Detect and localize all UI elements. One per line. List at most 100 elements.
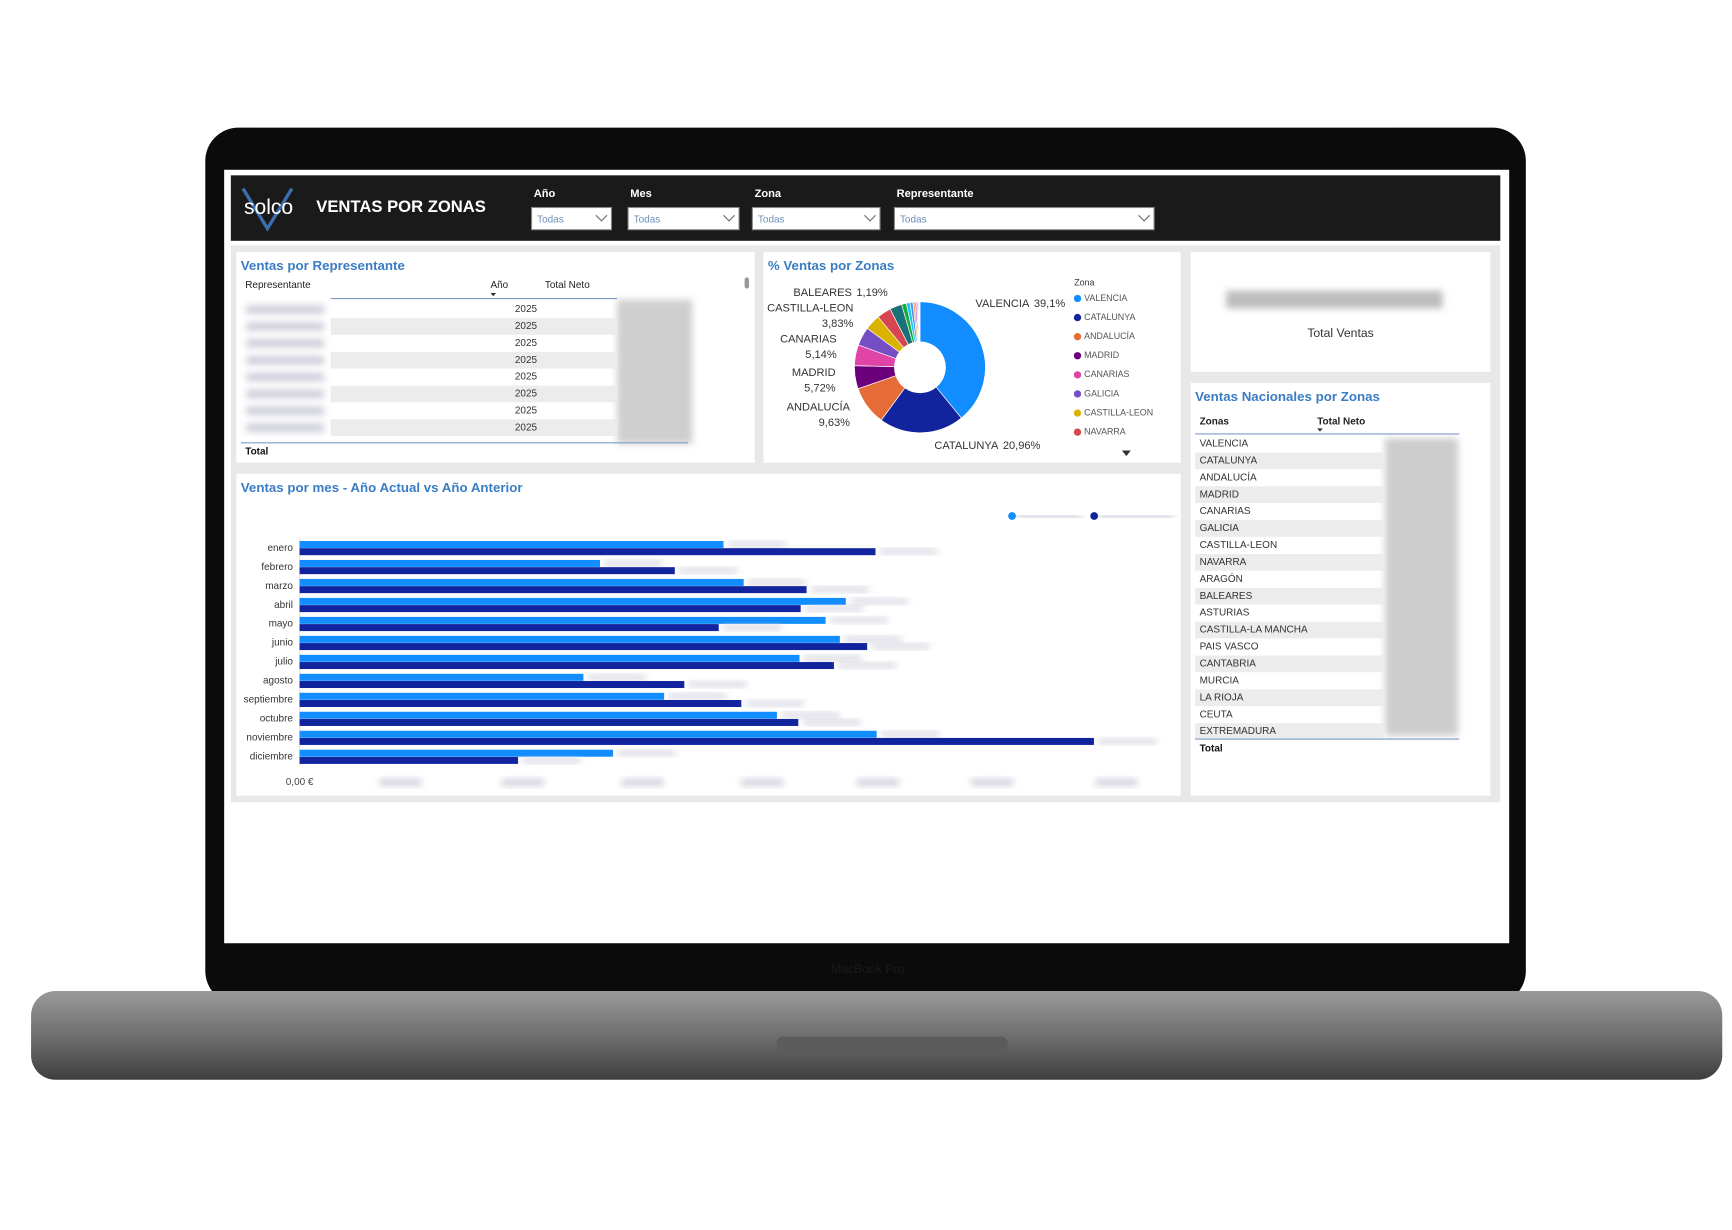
bar [300,750,613,757]
laptop-notch [777,1036,1008,1052]
y-tick-label: mayo [269,619,294,630]
table-total: Total [1200,744,1223,755]
bar [300,738,1094,745]
table-cell: 2025 [515,372,538,383]
card-label: Total Ventas [1307,326,1373,340]
legend-label: CATALUNYA [1084,312,1135,322]
blurred-values [617,300,692,444]
blurred-text [850,599,908,603]
legend-label: VALENCIA [1084,293,1127,303]
blurred-text [246,339,324,348]
blurred-text [669,694,727,698]
blurred-text [679,568,737,572]
y-tick-label: enero [267,543,293,554]
filter-label: Representante [897,188,974,200]
legend-marker [1074,371,1081,378]
bar [300,617,826,624]
blurred-text [880,549,938,553]
blurred-text [872,644,930,648]
blurred-text [971,779,1013,786]
data-label-value: 5,72% [804,382,836,394]
data-label-category: CANARIAS [780,333,837,345]
data-label-category: MADRID [792,367,836,379]
table-total: Total [245,446,268,457]
y-tick-label: noviembre [246,733,293,744]
bar [300,636,840,643]
y-tick-label: septiembre [244,695,294,706]
bar [300,700,742,707]
blurred-card-value [1226,291,1442,309]
table-cell: CASTILLA-LA MANCHA [1200,625,1308,636]
blurred-text [246,305,324,314]
blurred-text [246,406,324,415]
y-tick-label: octubre [260,714,294,725]
data-label-value: 9,63% [819,417,851,429]
blurred-text [804,656,862,660]
data-label-value: 1,19% [856,287,888,299]
bar [300,548,876,555]
y-tick-label: diciembre [250,752,294,763]
table-cell: GALICIA [1200,523,1240,534]
blurred-text [781,713,839,717]
legend-label: CANARIAS [1084,369,1129,379]
data-label-category: BALEARES [793,287,852,299]
y-tick-label: agosto [263,676,293,687]
y-tick-label: junio [271,638,294,649]
bar [300,712,777,719]
blurred-text [1095,779,1137,786]
legend-marker [1074,428,1081,435]
table-cell: VALENCIA [1200,439,1249,450]
y-tick-label: abril [274,600,293,611]
blurred-text [604,561,662,565]
chart-title: % Ventas por Zonas [768,258,894,273]
x-tick-label: 0,00 € [286,777,314,788]
table-cell: ANDALUCÍA [1200,472,1257,483]
legend-marker [1008,512,1016,520]
bar [300,719,799,726]
table-cell: ASTURIAS [1200,608,1250,619]
legend-marker [1074,314,1081,321]
blurred-text [246,356,324,365]
blurred-text [857,779,899,786]
y-tick-label: febrero [261,562,293,573]
legend-marker [1074,295,1081,302]
table-cell: 2025 [515,405,538,416]
filter-value: Todas [758,214,785,225]
blurred-text [844,637,902,641]
column-header: Total Neto [545,280,590,291]
data-label-value: 39,1% [1034,298,1066,310]
filter-dropdown[interactable] [894,208,1154,230]
blurred-text [246,423,324,432]
filter-value: Todas [634,214,661,225]
table-cell: CEUTA [1200,709,1233,720]
bar [300,605,801,612]
blurred-text [618,751,676,755]
blurred-text [838,663,896,667]
page-title: VENTAS POR ZONAS [316,197,486,216]
legend-title: Zona [1074,277,1094,287]
column-header: Año [490,280,508,291]
filter-label: Año [534,188,556,200]
legend-marker [1074,333,1081,340]
legend-label: CASTILLA-LEON [1084,407,1153,417]
device-label: MacBook Pro [831,962,904,976]
panel-title: Ventas Nacionales por Zonas [1195,389,1380,404]
bar [300,655,800,662]
filter-label: Mes [630,188,652,200]
table-cell: NAVARRA [1200,557,1247,568]
data-label: BALEARES 1,19% [793,287,888,299]
legend-marker [1074,352,1081,359]
panel [1191,252,1491,372]
blurred-text [621,779,663,786]
filter-label: Zona [755,188,782,200]
legend-marker [1074,409,1081,416]
scrollbar[interactable] [745,277,749,288]
data-label-category: CATALUNYA [934,440,999,452]
blurred-text [723,625,781,629]
blurred-text [246,322,324,331]
blurred-text [689,682,747,686]
legend-label: NAVARRA [1084,426,1126,436]
blurred-text [523,758,581,762]
blurred-text [246,373,324,382]
